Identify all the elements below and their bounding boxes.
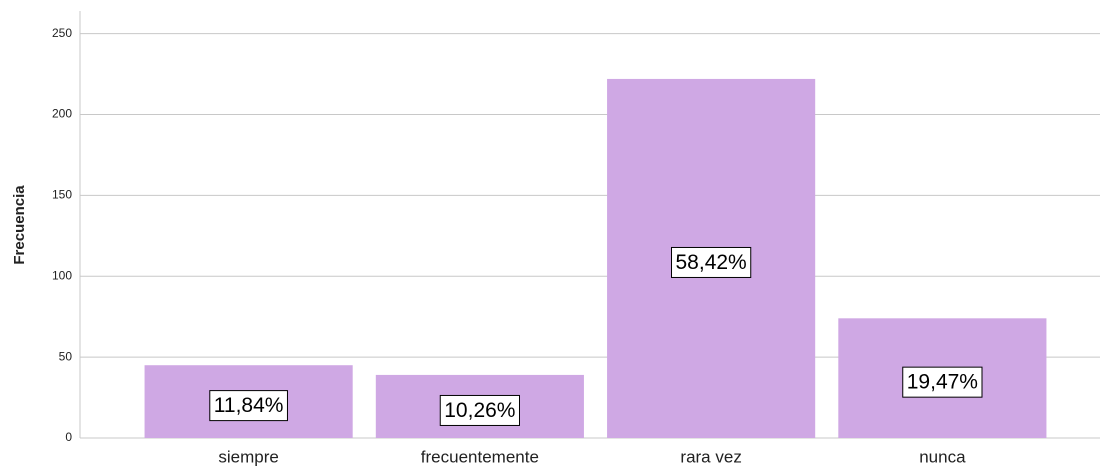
y-tick-label: 50 — [59, 349, 73, 363]
percentage-box — [439, 394, 520, 426]
percentage-box — [671, 246, 752, 278]
y-tick-label: 100 — [52, 268, 72, 282]
percentage-label: 58,42% — [676, 251, 747, 274]
percentage-box — [209, 390, 288, 422]
y-tick-label: 250 — [52, 26, 72, 40]
percentage-label: 10,26% — [444, 399, 515, 422]
x-tick-label: siempre — [218, 447, 278, 466]
x-tick-label: frecuentemente — [421, 447, 539, 466]
percentage-label: 19,47% — [907, 371, 978, 394]
y-tick-label: 0 — [65, 430, 72, 444]
x-tick-label: nunca — [919, 447, 966, 466]
x-tick-label: rara vez — [680, 447, 741, 466]
y-axis-label: Frecuencia — [11, 185, 28, 265]
percentage-box — [902, 366, 983, 398]
percentage-label: 11,84% — [214, 394, 284, 417]
y-tick-label: 150 — [52, 188, 72, 202]
y-tick-label: 200 — [52, 107, 72, 121]
